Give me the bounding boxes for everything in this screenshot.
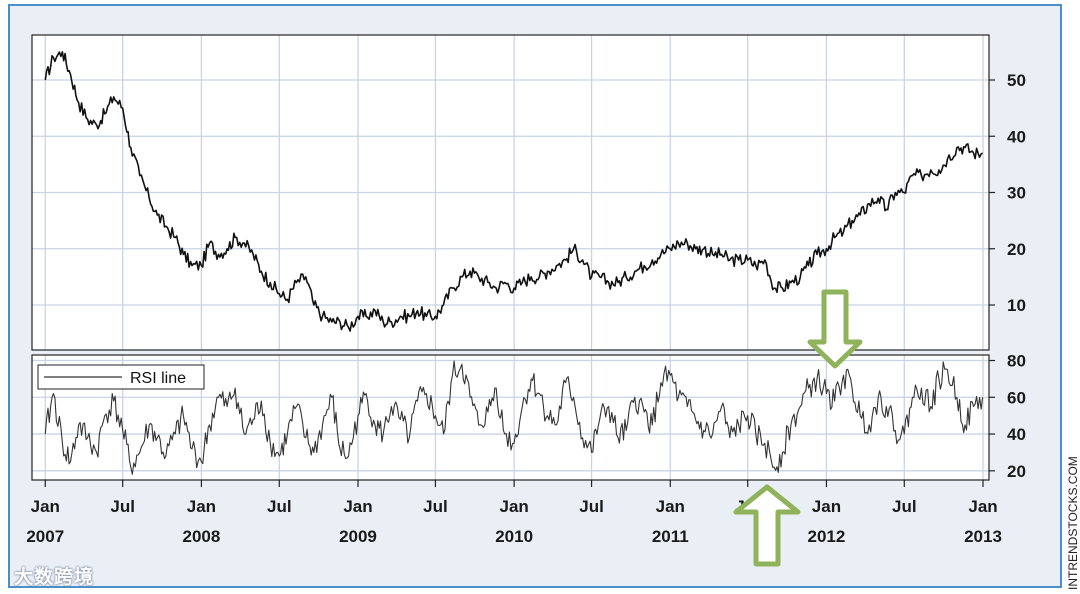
x-tick-year-label: 2007	[26, 527, 64, 546]
x-tick-year-label: 2009	[339, 527, 377, 546]
x-tick-label: Jan	[968, 497, 997, 516]
up-arrow-icon	[733, 484, 801, 567]
y-tick-label: 40	[1007, 127, 1026, 146]
x-axis: Jan 2007 Jul Jan 2008 Jul Jan 2009 Jul Jan 2010 Jul…	[26, 480, 1002, 546]
y-tick-label: 20	[1007, 462, 1026, 481]
x-tick-label: Jul	[267, 497, 292, 516]
y-tick-label: 40	[1007, 425, 1026, 444]
x-tick-label: Jul	[423, 497, 448, 516]
x-tick-year-label: 2011	[652, 527, 689, 546]
rsi-panel: 20 40 60 80 RSI line	[31, 352, 1026, 481]
rsi-y-axis: 20 40 60 80	[989, 352, 1026, 481]
y-tick-label: 60	[1007, 388, 1026, 407]
x-tick-year-label: 2008	[182, 527, 220, 546]
rsi-plot-border	[31, 354, 990, 481]
x-tick-label: Jul	[110, 497, 135, 516]
watermark-logo: 大数跨境	[14, 566, 95, 588]
y-tick-label: 80	[1007, 352, 1026, 371]
source-credit: INTRENDSTOCKS.COM	[1066, 456, 1080, 590]
x-tick-label: Jul	[579, 497, 604, 516]
price-y-axis: 10 20 30 40 50	[989, 71, 1026, 315]
price-grid	[32, 35, 989, 350]
x-tick-label: Jan	[343, 497, 372, 516]
rsi-line	[44, 360, 984, 475]
price-line	[44, 51, 984, 332]
y-tick-label: 30	[1007, 184, 1026, 203]
x-tick-year-label: 2013	[964, 527, 1002, 546]
y-tick-label: 10	[1007, 296, 1026, 315]
down-arrow-icon	[807, 289, 863, 369]
x-tick-label: Jan	[31, 497, 60, 516]
x-tick-label: Jan	[499, 497, 528, 516]
rsi-legend-label: RSI line	[130, 370, 186, 387]
x-tick-label: Jan	[656, 497, 685, 516]
x-tick-label: Jul	[892, 497, 917, 516]
rsi-legend: RSI line	[37, 364, 205, 390]
x-tick-year-label: 2012	[808, 527, 846, 546]
y-tick-label: 20	[1007, 240, 1026, 259]
x-tick-label: Jan	[812, 497, 841, 516]
x-tick-year-label: 2010	[495, 527, 533, 546]
y-tick-label: 50	[1007, 71, 1026, 90]
annotation-arrows	[733, 289, 863, 567]
x-tick-label: Jan	[187, 497, 216, 516]
price-panel: 10 20 30 40 50	[31, 34, 1026, 351]
